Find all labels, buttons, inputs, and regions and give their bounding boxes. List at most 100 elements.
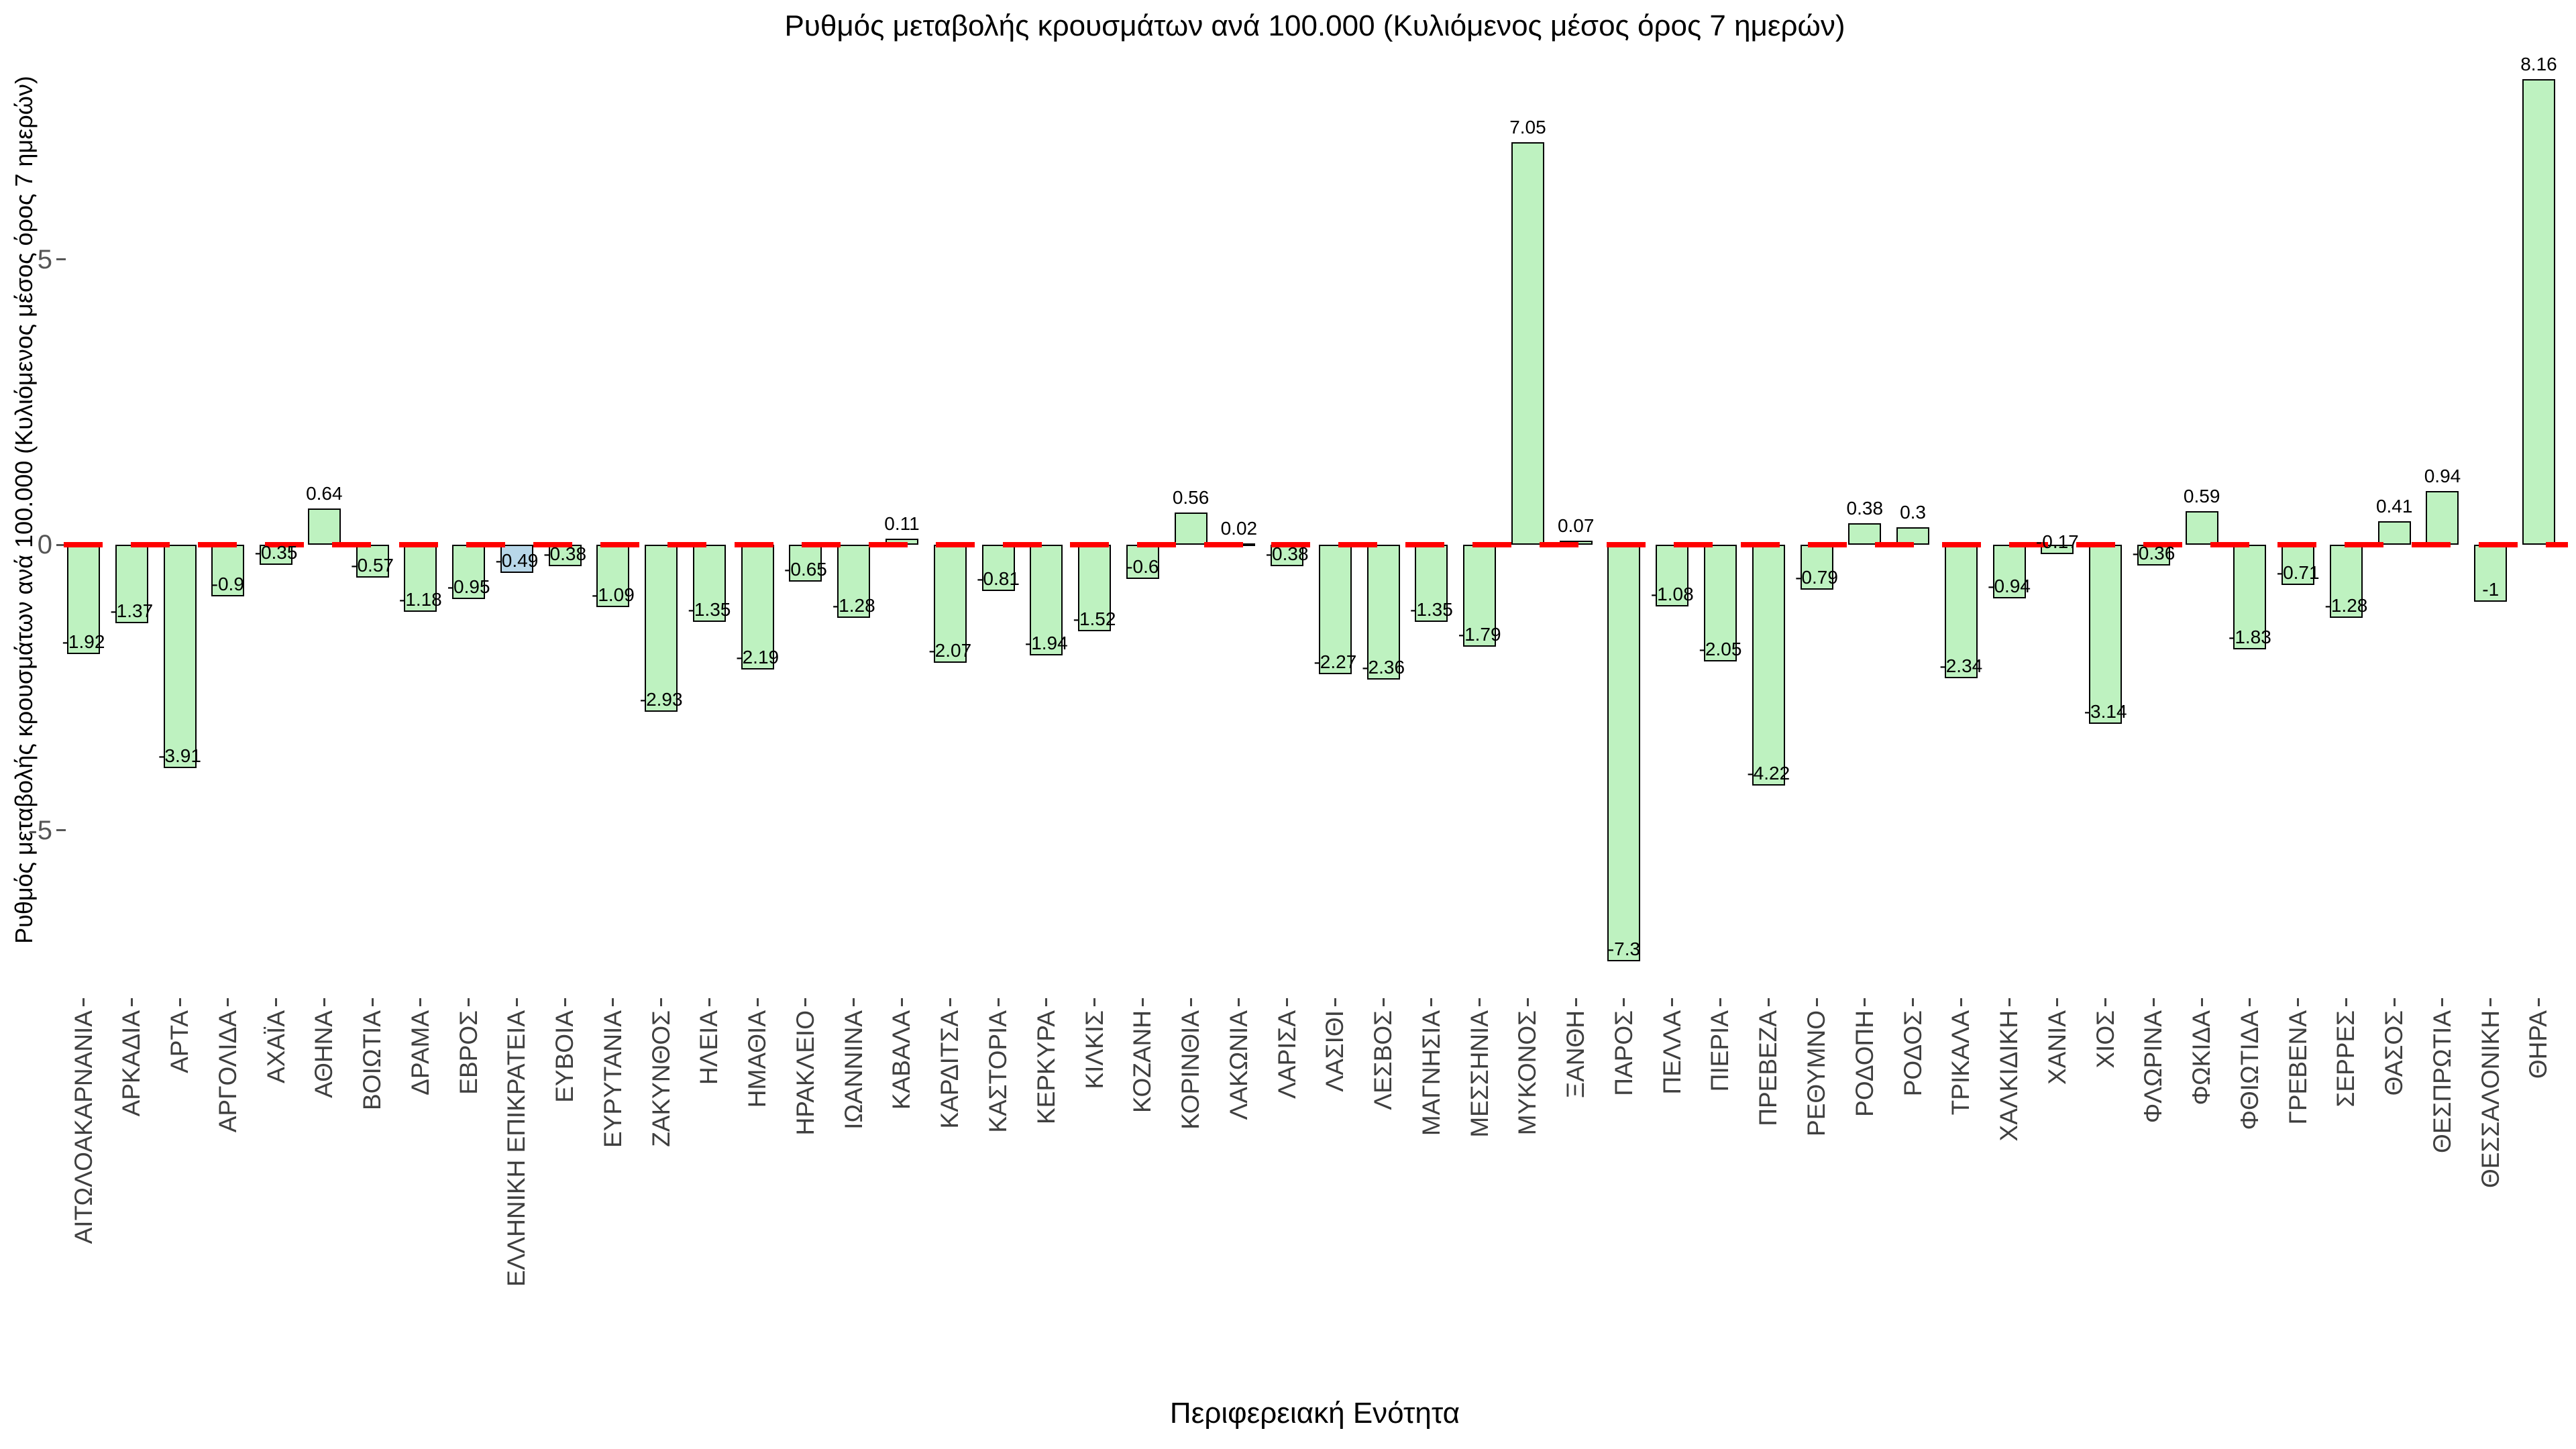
bar xyxy=(933,545,967,663)
bar-value-label: 0.11 xyxy=(884,513,920,534)
x-tick-mark xyxy=(1526,998,1529,1006)
y-tick-label: 5 xyxy=(37,244,52,274)
bar-value-label: 0.3 xyxy=(1900,502,1927,523)
x-tick-mark xyxy=(660,998,663,1006)
x-tick-label: ΛΑΣΙΘΙ xyxy=(1321,1010,1349,1092)
bar-value-label: -0.57 xyxy=(351,554,394,576)
x-tick-label: ΑΡΤΑ xyxy=(166,1010,194,1073)
bar-value-label: -0.81 xyxy=(977,568,1020,589)
x-tick-mark xyxy=(2393,998,2396,1006)
x-tick-label: ΚΕΡΚΥΡΑ xyxy=(1032,1010,1060,1125)
x-tick-label: ΗΛΕΙΑ xyxy=(695,1010,723,1085)
x-tick-label: ΚΟΖΑΝΗ xyxy=(1128,1010,1157,1114)
x-tick-label: ΑΙΤΩΛΟΑΚΑΡΝΑΝΙΑ xyxy=(69,1010,97,1244)
bar xyxy=(1848,523,1882,545)
x-tick-mark xyxy=(227,998,229,1006)
bar-value-label: -2.93 xyxy=(639,689,683,710)
bar xyxy=(2185,511,2218,545)
x-tick-mark xyxy=(1767,998,1770,1006)
bar-value-label: -1.28 xyxy=(832,594,875,616)
x-tick-mark xyxy=(371,998,374,1006)
bar xyxy=(1126,545,1159,580)
bar-value-label: -1.08 xyxy=(1650,583,1694,604)
x-tick-label: ΦΩΚΙΔΑ xyxy=(2188,1010,2216,1106)
bar xyxy=(837,545,871,618)
bar-value-label: 0.56 xyxy=(1172,487,1210,508)
bar-value-label: -1.83 xyxy=(2228,626,2271,647)
bar-value-label: -3.14 xyxy=(2084,701,2127,722)
y-tick-label: -5 xyxy=(28,815,52,845)
bar xyxy=(500,545,533,573)
chart-title: Ρυθμός μεταβολής κρουσμάτων ανά 100.000 … xyxy=(784,9,1845,42)
bar-value-label: -1.35 xyxy=(1409,598,1453,620)
x-tick-mark xyxy=(1623,998,1625,1006)
x-tick-label: ΑΧΑΪΑ xyxy=(262,1010,290,1083)
x-tick-label: ΘΕΣΣΑΛΟΝΙΚΗ xyxy=(2476,1010,2504,1188)
x-tick-mark xyxy=(949,998,951,1006)
x-tick-label: ΕΒΡΟΣ xyxy=(454,1010,482,1095)
zero-reference-line xyxy=(64,542,2568,547)
x-tick-label: ΕΥΡΥΤΑΝΙΑ xyxy=(598,1010,627,1148)
x-tick-mark xyxy=(130,998,133,1006)
x-tick-label: ΔΡΑΜΑ xyxy=(406,1010,434,1095)
bar xyxy=(307,508,341,545)
x-tick-mark xyxy=(468,998,470,1006)
bar xyxy=(115,545,148,623)
x-tick-mark xyxy=(804,998,807,1006)
x-tick-mark xyxy=(2104,998,2107,1006)
bar-value-label: -0.65 xyxy=(784,559,827,580)
x-tick-mark xyxy=(2297,998,2300,1006)
x-tick-mark xyxy=(1479,998,1481,1006)
bar-value-label: -2.19 xyxy=(736,647,780,668)
bar xyxy=(1703,545,1737,662)
bar xyxy=(2377,521,2411,545)
bar-value-label: 0.38 xyxy=(1846,497,1884,519)
x-tick-mark xyxy=(564,998,566,1006)
x-tick-label: ΧΙΟΣ xyxy=(2091,1010,2119,1069)
x-tick-label: ΧΑΝΙΑ xyxy=(2043,1010,2071,1085)
y-tick-label: 0 xyxy=(37,530,52,559)
x-tick-mark xyxy=(1671,998,1674,1006)
x-tick-mark xyxy=(515,998,518,1006)
bar-value-label: -1.79 xyxy=(1458,624,1501,645)
x-tick-label: ΚΟΡΙΝΘΙΑ xyxy=(1177,1010,1205,1130)
y-tick-mark xyxy=(56,543,66,546)
bar-value-label: -0.36 xyxy=(2132,542,2176,564)
x-tick-label: ΑΡΚΑΔΙΑ xyxy=(117,1010,146,1117)
x-tick-label: ΚΑΡΔΙΤΣΑ xyxy=(936,1010,964,1129)
x-tick-label: ΡΕΘΥΜΝΟ xyxy=(1803,1010,1831,1136)
x-tick-mark xyxy=(83,998,85,1006)
x-tick-mark xyxy=(1286,998,1289,1006)
bar xyxy=(2233,545,2267,649)
bar-value-label: -1 xyxy=(2482,579,2500,600)
bar-value-label: -0.38 xyxy=(543,543,587,565)
x-tick-label: ΣΕΡΡΕΣ xyxy=(2332,1010,2360,1108)
bar xyxy=(1366,545,1400,680)
x-tick-label: ΠΙΕΡΙΑ xyxy=(1706,1010,1734,1092)
x-tick-mark xyxy=(2345,998,2347,1006)
bar xyxy=(1944,545,1978,679)
x-tick-label: ΜΑΓΝΗΣΙΑ xyxy=(1417,1010,1445,1136)
bar xyxy=(2329,545,2363,618)
x-tick-mark xyxy=(756,998,759,1006)
x-tick-label: ΕΛΛΗΝΙΚΗ ΕΠΙΚΡΑΤΕΙΑ xyxy=(502,1010,531,1287)
bar-value-label: -0.79 xyxy=(1795,567,1838,588)
x-tick-label: ΠΑΡΟΣ xyxy=(1609,1010,1638,1096)
bar xyxy=(1463,545,1497,647)
bar-value-label: 0.41 xyxy=(2375,496,2413,517)
x-tick-label: ΘΕΣΠΡΩΤΙΑ xyxy=(2428,1010,2456,1153)
x-tick-label: ΡΟΔΟΣ xyxy=(1898,1010,1927,1097)
bar-value-label: -1.09 xyxy=(591,584,635,605)
x-tick-label: ΚΑΒΑΛΑ xyxy=(888,1010,916,1110)
bar xyxy=(1752,545,1785,786)
bar xyxy=(2426,491,2459,545)
x-tick-mark xyxy=(1334,998,1336,1006)
x-tick-label: ΓΡΕΒΕΝΑ xyxy=(2284,1010,2312,1125)
x-tick-mark xyxy=(178,998,181,1006)
bar xyxy=(1174,513,1208,545)
x-tick-label: ΛΑΚΩΝΙΑ xyxy=(1224,1010,1252,1120)
x-tick-mark xyxy=(2008,998,2010,1006)
bar-value-label: -1.52 xyxy=(1073,608,1116,630)
y-tick-mark xyxy=(56,258,66,260)
x-tick-mark xyxy=(2489,998,2492,1006)
